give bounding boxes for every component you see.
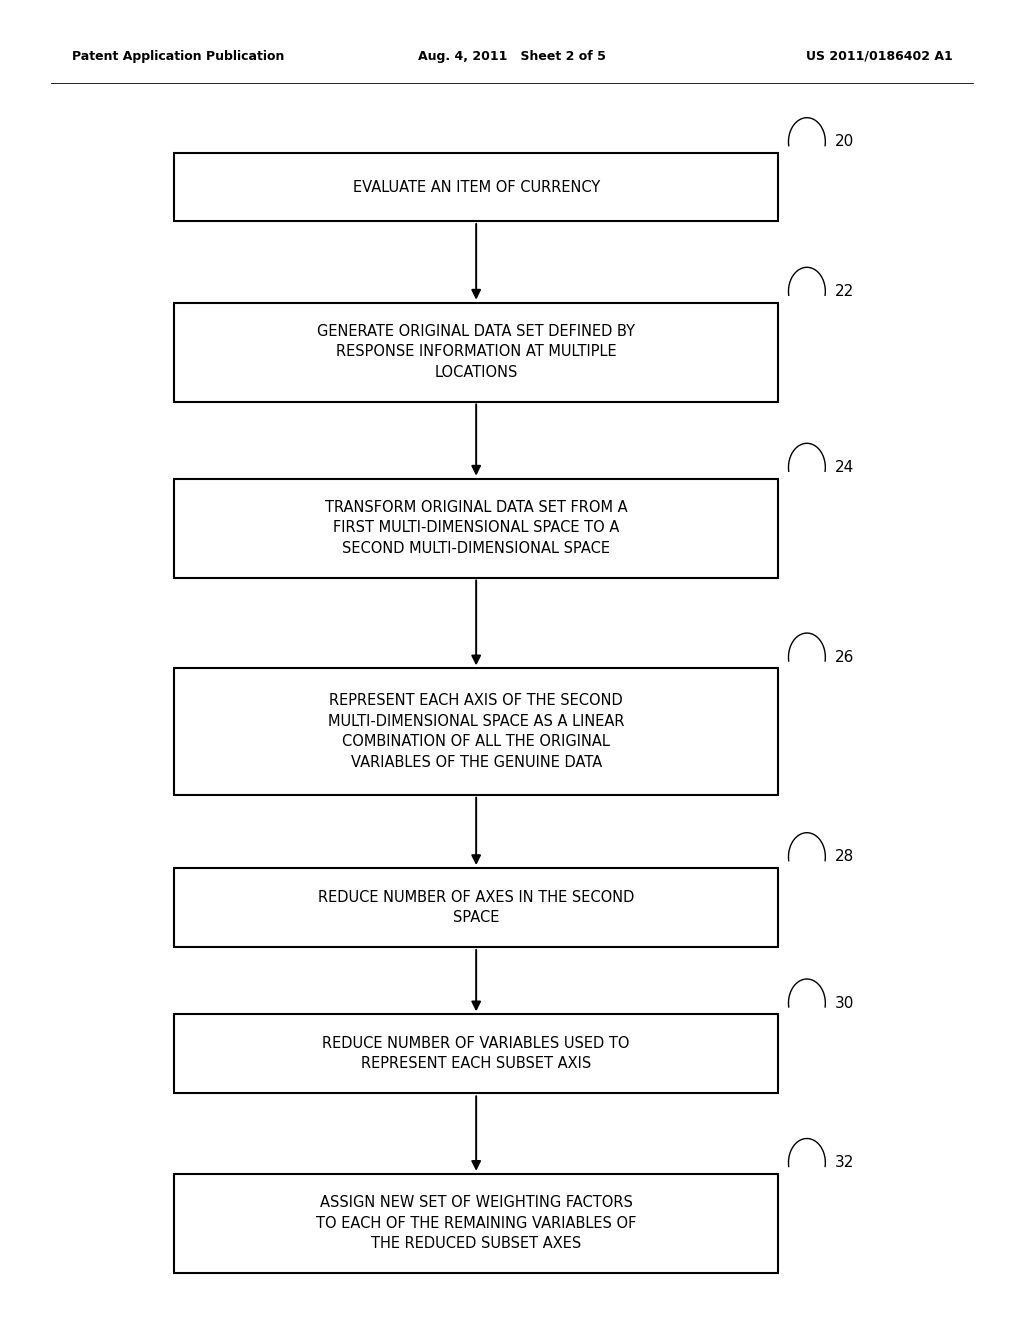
Text: 32: 32 (835, 1155, 854, 1171)
Bar (174, 153, 778, 220)
Bar (174, 1173, 778, 1272)
Text: 26: 26 (835, 649, 854, 665)
Text: 22: 22 (835, 284, 854, 300)
Text: Patent Application Publication: Patent Application Publication (72, 50, 284, 62)
Text: 28: 28 (835, 849, 854, 865)
Text: 24: 24 (835, 459, 854, 475)
Text: 20: 20 (835, 135, 854, 149)
Text: EVALUATE AN ITEM OF CURRENCY: EVALUATE AN ITEM OF CURRENCY (352, 180, 600, 194)
Text: REDUCE NUMBER OF VARIABLES USED TO
REPRESENT EACH SUBSET AXIS: REDUCE NUMBER OF VARIABLES USED TO REPRE… (323, 1036, 630, 1072)
Text: REPRESENT EACH AXIS OF THE SECOND
MULTI-DIMENSIONAL SPACE AS A LINEAR
COMBINATIO: REPRESENT EACH AXIS OF THE SECOND MULTI-… (328, 693, 625, 770)
Text: 30: 30 (835, 995, 854, 1011)
Text: ASSIGN NEW SET OF WEIGHTING FACTORS
TO EACH OF THE REMAINING VARIABLES OF
THE RE: ASSIGN NEW SET OF WEIGHTING FACTORS TO E… (316, 1196, 636, 1251)
Text: US 2011/0186402 A1: US 2011/0186402 A1 (806, 50, 952, 62)
Bar (174, 869, 778, 948)
Bar (174, 479, 778, 578)
Text: GENERATE ORIGINAL DATA SET DEFINED BY
RESPONSE INFORMATION AT MULTIPLE
LOCATIONS: GENERATE ORIGINAL DATA SET DEFINED BY RE… (317, 325, 635, 380)
Bar (174, 1014, 778, 1093)
Bar (174, 668, 778, 795)
Bar (174, 302, 778, 401)
Text: Aug. 4, 2011   Sheet 2 of 5: Aug. 4, 2011 Sheet 2 of 5 (418, 50, 606, 62)
Text: REDUCE NUMBER OF AXES IN THE SECOND
SPACE: REDUCE NUMBER OF AXES IN THE SECOND SPAC… (318, 890, 634, 925)
Text: TRANSFORM ORIGINAL DATA SET FROM A
FIRST MULTI-DIMENSIONAL SPACE TO A
SECOND MUL: TRANSFORM ORIGINAL DATA SET FROM A FIRST… (325, 500, 628, 556)
